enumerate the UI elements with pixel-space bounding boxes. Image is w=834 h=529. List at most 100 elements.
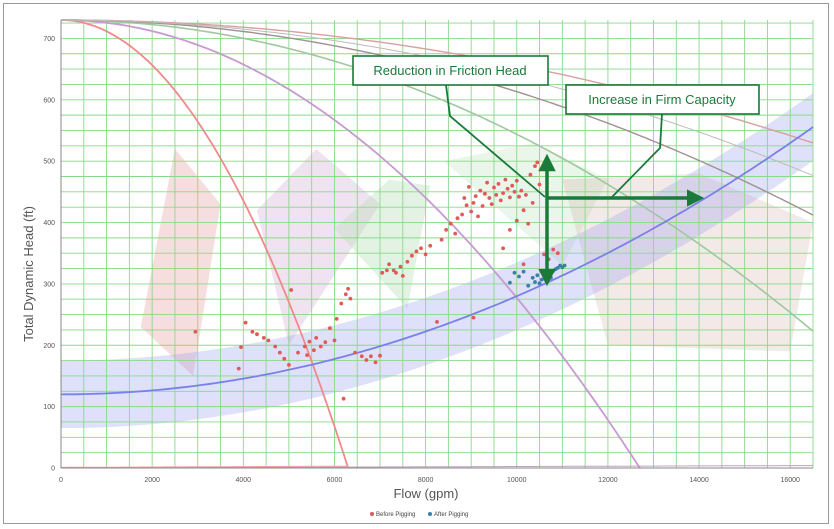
point-after-pigging: [512, 270, 517, 275]
point-before-pigging: [464, 203, 469, 208]
callout-box-friction: [352, 55, 549, 86]
point-before-pigging: [398, 264, 403, 269]
point-before-pigging: [467, 185, 471, 189]
point-after-pigging: [537, 281, 542, 286]
data-points: [193, 160, 567, 401]
point-before-pigging: [453, 231, 458, 236]
point-before-pigging: [250, 329, 255, 334]
point-before-pigging: [439, 237, 444, 242]
point-before-pigging: [478, 188, 483, 193]
point-before-pigging: [460, 212, 464, 217]
point-after-pigging: [555, 266, 560, 270]
point-before-pigging: [535, 160, 540, 165]
callout-text-capacity: Increase in Firm Capacity: [588, 92, 736, 107]
point-after-pigging: [526, 283, 531, 288]
point-before-pigging: [373, 360, 378, 365]
annotations: Reduction in Friction Head Increase in Fi…: [352, 55, 760, 287]
efficiency-bands: [61, 93, 813, 429]
callout-text-friction: Reduction in Friction Head: [373, 63, 526, 78]
point-before-pigging: [455, 216, 460, 221]
point-before-pigging: [435, 320, 439, 324]
callout-leader-capacity: [610, 113, 663, 199]
point-before-pigging: [473, 194, 478, 199]
x-tick-label: 4000: [236, 477, 252, 484]
x-tick-label: 8000: [418, 477, 434, 484]
axes: 0 2000 4000 6000 8000 10000 12000 14000 16000 0 10…: [43, 20, 813, 484]
pump-curve-purple: [61, 19, 641, 469]
point-before-pigging: [314, 336, 319, 340]
point-before-pigging: [380, 270, 385, 275]
legend-swatch-before: [370, 512, 374, 516]
point-before-pigging: [510, 183, 515, 188]
point-before-pigging: [255, 332, 259, 337]
chart-frame: 0 2000 4000 6000 8000 10000 12000 14000 16000 0 10…: [3, 3, 829, 524]
legend-label-before: Before Pigging: [376, 512, 415, 518]
point-before-pigging: [296, 350, 300, 355]
x-tick-label: 6000: [327, 477, 343, 484]
x-axis-title: Flow (gpm): [393, 486, 458, 501]
point-before-pigging: [419, 246, 423, 251]
system-curve: [60, 126, 814, 396]
point-before-pigging: [391, 268, 396, 273]
point-before-pigging: [353, 350, 357, 355]
point-after-pigging: [508, 280, 512, 285]
point-before-pigging: [524, 193, 528, 197]
point-before-pigging: [273, 344, 278, 349]
chart-svg: 0 2000 4000 6000 8000 10000 12000 14000 16000 0 10…: [21, 19, 814, 518]
point-before-pigging: [282, 356, 287, 361]
y-axis-title: Total Dynamic Head (ft): [21, 206, 36, 342]
pump-curve-green: [61, 19, 814, 332]
point-before-pigging: [503, 177, 508, 182]
point-before-pigging: [236, 366, 241, 371]
point-before-pigging: [334, 317, 339, 321]
point-before-pigging: [555, 251, 560, 256]
point-before-pigging: [410, 253, 414, 258]
point-before-pigging: [483, 191, 487, 196]
point-before-pigging: [378, 353, 382, 358]
point-before-pigging: [414, 249, 419, 254]
point-before-pigging: [489, 202, 494, 207]
point-before-pigging: [533, 164, 537, 169]
y-tick-label: 700: [43, 36, 55, 43]
point-before-pigging: [501, 191, 505, 196]
y-tick-label: 0: [51, 466, 55, 473]
y-tick-label: 600: [43, 97, 55, 104]
point-before-pigging: [332, 338, 337, 343]
point-before-pigging: [307, 339, 312, 344]
point-before-pigging: [521, 262, 526, 267]
point-before-pigging: [462, 196, 467, 200]
point-before-pigging: [239, 345, 243, 349]
x-tick-label: 0: [59, 477, 63, 484]
point-before-pigging: [394, 270, 398, 275]
point-before-pigging: [348, 296, 353, 301]
point-after-pigging: [562, 263, 567, 268]
point-before-pigging: [289, 288, 294, 292]
baseline-curve-red: [61, 465, 349, 468]
point-before-pigging: [261, 336, 266, 340]
point-after-pigging: [533, 280, 537, 284]
point-before-pigging: [496, 182, 501, 186]
y-tick-label: 100: [43, 404, 55, 411]
point-after-pigging: [517, 274, 521, 279]
x-tick-label: 14000: [689, 477, 709, 484]
point-after-pigging: [521, 269, 526, 274]
point-before-pigging: [508, 228, 512, 232]
point-before-pigging: [521, 208, 526, 213]
point-before-pigging: [505, 186, 510, 191]
shade-green-left: [334, 179, 431, 309]
point-before-pigging: [485, 180, 489, 185]
point-before-pigging: [243, 320, 248, 325]
point-before-pigging: [492, 185, 496, 190]
point-before-pigging: [305, 353, 309, 357]
point-before-pigging: [343, 292, 348, 297]
x-tick-label: 12000: [598, 477, 618, 484]
point-before-pigging: [318, 344, 323, 349]
point-before-pigging: [328, 326, 332, 330]
point-before-pigging: [312, 348, 316, 353]
point-before-pigging: [501, 246, 505, 251]
point-before-pigging: [498, 198, 503, 203]
point-before-pigging: [448, 221, 453, 226]
x-tick-label: 2000: [144, 477, 160, 484]
point-before-pigging: [193, 329, 198, 334]
point-before-pigging: [530, 201, 535, 205]
